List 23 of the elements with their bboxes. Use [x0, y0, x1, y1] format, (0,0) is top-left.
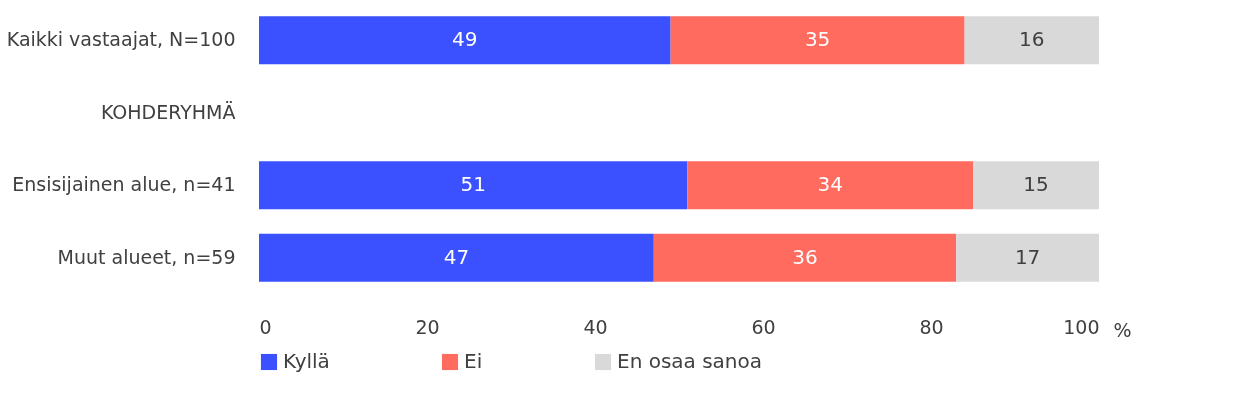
- data-label: 36: [792, 244, 818, 269]
- x-tick-label: 40: [583, 315, 608, 338]
- x-tick-label: 100: [1063, 315, 1100, 338]
- x-tick-label: 80: [919, 315, 944, 338]
- y-tick-label: Kaikki vastaajat, N=100: [6, 28, 236, 51]
- data-label: 49: [452, 27, 478, 52]
- y-tick-label: Ensisijainen alue, n=41: [12, 173, 236, 196]
- data-label: 51: [460, 172, 486, 197]
- x-tick-label: 60: [751, 315, 776, 338]
- data-label: 34: [817, 172, 843, 197]
- data-label: 16: [1019, 27, 1045, 52]
- x-axis-title: %: [1113, 318, 1132, 341]
- data-label: 17: [1014, 244, 1041, 269]
- legend-label: Ei: [464, 349, 483, 373]
- data-label: 35: [804, 27, 831, 52]
- data-label: 47: [443, 244, 470, 269]
- legend-label: En osaa sanoa: [617, 349, 763, 373]
- y-tick-label: Muut alueet, n=59: [57, 245, 236, 268]
- data-label: 15: [1023, 172, 1049, 197]
- x-tick-label: 0: [259, 315, 272, 338]
- y-tick-label: KOHDERYHMÄ: [100, 100, 236, 123]
- legend-label: Kyllä: [283, 349, 330, 373]
- x-tick-label: 20: [415, 315, 440, 338]
